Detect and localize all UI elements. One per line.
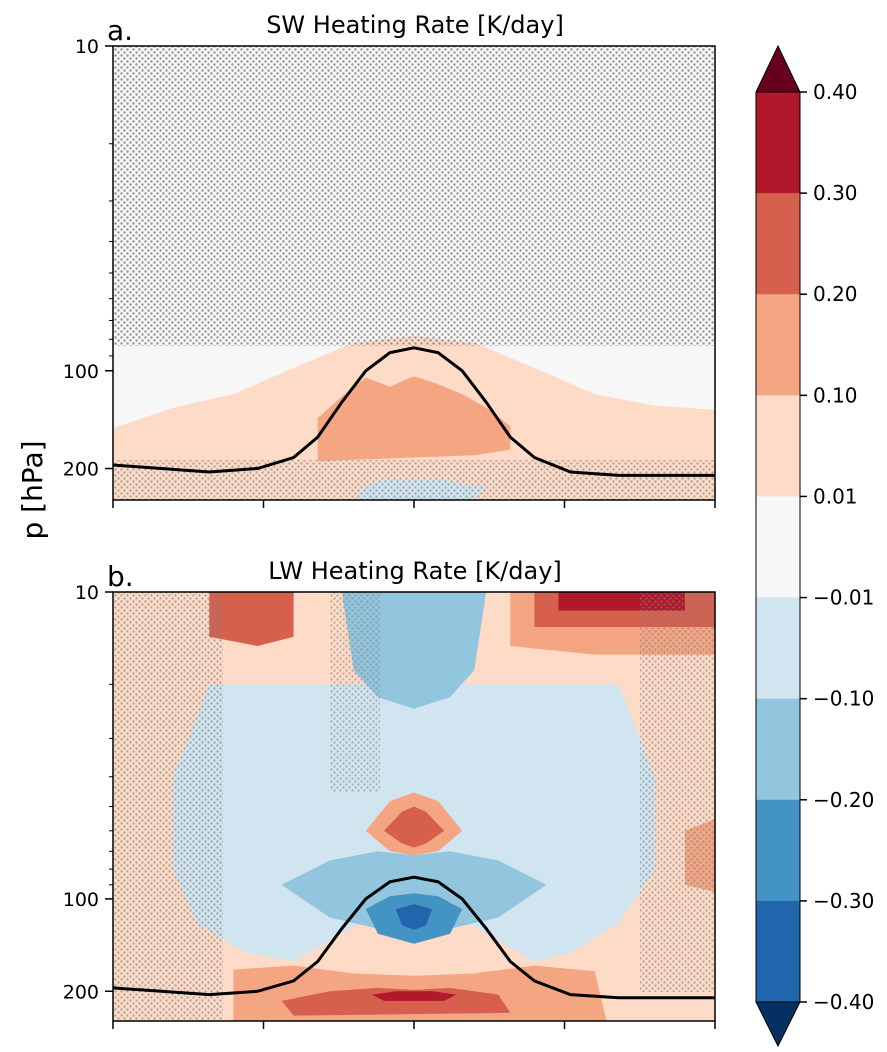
colorbar-tick-label: 0.20 (813, 282, 858, 306)
panel-b: b. LW Heating Rate [K/day] 10 100 200 (63, 557, 716, 1029)
colorbar-bin-2 (756, 294, 800, 396)
panel-b-contour-4 (395, 904, 433, 930)
colorbar: 0.40 0.30 0.20 0.10 0.01 −0.01 −0.10 −0.20 −0.30… (755, 44, 874, 1048)
colorbar-frame (755, 91, 801, 1003)
colorbar-bin-8 (756, 900, 800, 1003)
colorbar-bins (756, 92, 800, 1003)
colorbar-bin-7 (756, 799, 800, 902)
panel-b-stippling-center (330, 592, 380, 792)
colorbar-tick-label: −0.20 (813, 788, 874, 812)
panel-b-contour-14 (371, 991, 457, 1001)
panel-b-ytick-label: 100 (63, 889, 99, 911)
colorbar-bin-5 (756, 597, 800, 700)
panel-a-stippling (113, 46, 715, 346)
panel-a-ytick-label: 10 (75, 36, 99, 58)
panel-b-contour-11 (209, 592, 294, 646)
colorbar-bin-3 (756, 395, 800, 497)
panel-a-xaxis (112, 500, 716, 508)
panel-b-contour-2 (281, 851, 547, 929)
colorbar-ticks: 0.40 0.30 0.20 0.10 0.01 −0.01 −0.10 −0.20 −0.30… (800, 80, 874, 1014)
panel-a-stippling-low (113, 460, 715, 500)
panel-a-ytick-label: 200 (63, 459, 99, 481)
panel-a-title: SW Heating Rate [K/day] (266, 11, 564, 39)
colorbar-tick-label: −0.30 (813, 889, 874, 913)
colorbar-bin-0 (756, 92, 800, 194)
colorbar-bin-6 (756, 698, 800, 801)
panel-b-ytick-label: 200 (63, 981, 99, 1003)
panel-a-contour-1 (317, 376, 511, 462)
panel-b-title: LW Heating Rate [K/day] (268, 557, 562, 585)
colorbar-tick-label: −0.01 (813, 586, 874, 610)
colorbar-bin-1 (756, 193, 800, 295)
colorbar-tick-label: 0.30 (813, 181, 858, 205)
panel-b-stippling-left (113, 592, 223, 1021)
panel-b-stippling-right (640, 592, 715, 992)
colorbar-tick-label: −0.10 (813, 687, 874, 711)
panel-a-ytick-label: 100 (63, 361, 99, 383)
panel-a: a. SW Heating Rate [K/day] 10 100 200 (63, 11, 716, 508)
colorbar-extend-min (755, 1001, 801, 1048)
colorbar-tick-label: 0.01 (813, 484, 858, 508)
panel-a-label: a. (107, 14, 133, 47)
colorbar-tick-label: 0.10 (813, 383, 858, 407)
colorbar-extend-max (755, 44, 801, 93)
panel-b-ytick-label: 10 (75, 582, 99, 604)
colorbar-tick-label: −0.40 (813, 990, 874, 1014)
colorbar-bin-4 (756, 496, 800, 599)
panel-b-xaxis (112, 1021, 716, 1029)
panel-b-contour-7 (383, 806, 445, 848)
panel-b-yaxis: 10 100 200 (63, 582, 113, 1003)
panel-a-yaxis: 10 100 200 (63, 36, 113, 481)
panel-b-label: b. (107, 560, 134, 593)
panel-b-tropopause-line (113, 875, 715, 1000)
panel-a-tropopause-line (113, 346, 715, 477)
colorbar-tick-label: 0.40 (813, 80, 858, 104)
y-axis-label: p [hPa] (16, 440, 49, 539)
